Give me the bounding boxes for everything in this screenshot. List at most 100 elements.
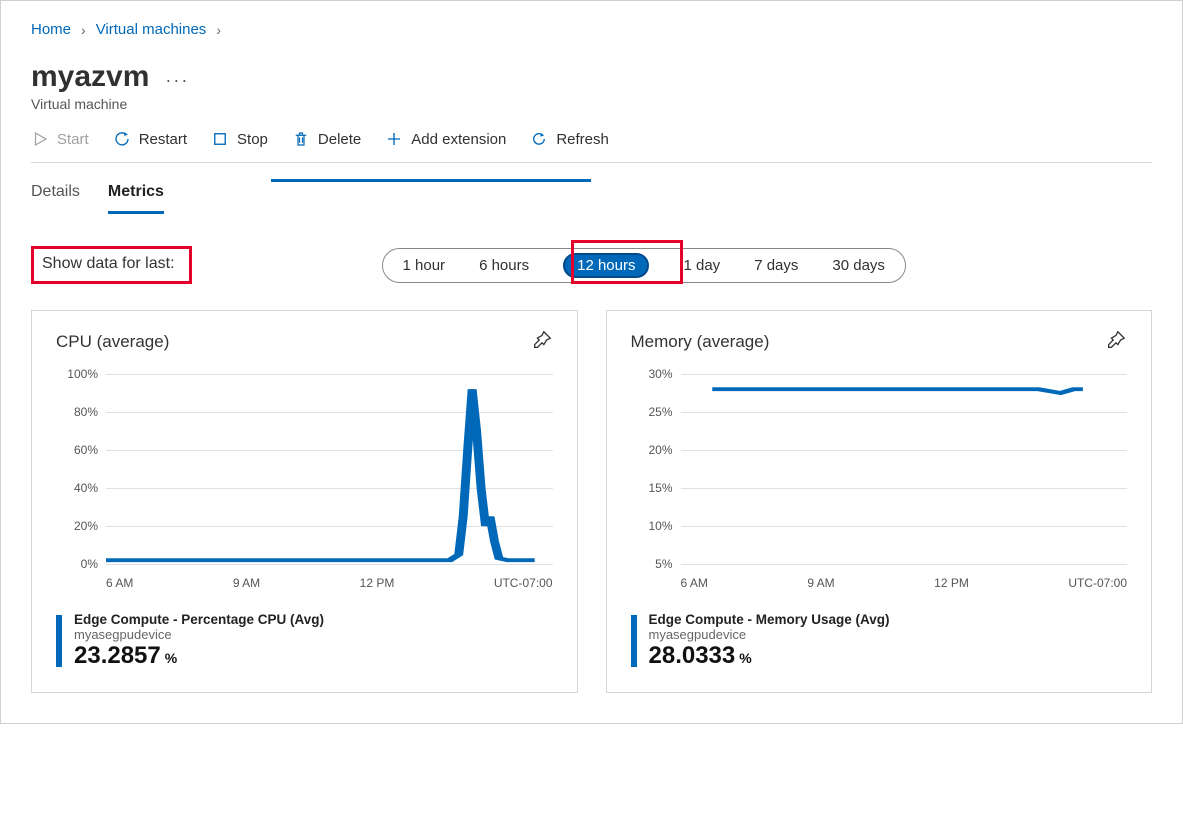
metric-name: Edge Compute - Memory Usage (Avg) bbox=[649, 612, 890, 627]
x-tick-label: 12 PM bbox=[360, 576, 395, 590]
gridline bbox=[106, 564, 553, 565]
y-tick-label: 30% bbox=[648, 367, 672, 381]
metric-footer: Edge Compute - Memory Usage (Avg) myaseg… bbox=[631, 612, 1128, 670]
stop-label: Stop bbox=[237, 131, 268, 148]
plot-area bbox=[681, 374, 1128, 564]
x-tick-label: UTC-07:00 bbox=[1068, 576, 1127, 590]
plus-icon bbox=[385, 130, 403, 148]
x-axis-labels: 6 AM 9 AM 12 PM UTC-07:00 bbox=[681, 576, 1128, 590]
time-range-selector: 1 hour 6 hours 12 hours 1 day 7 days 30 … bbox=[382, 248, 906, 283]
page-title: myazvm bbox=[31, 60, 149, 94]
breadcrumb-home[interactable]: Home bbox=[31, 21, 71, 38]
start-button: Start bbox=[31, 130, 89, 148]
chevron-right-icon: › bbox=[81, 22, 86, 38]
restart-icon bbox=[113, 130, 131, 148]
y-tick-label: 40% bbox=[74, 481, 98, 495]
metric-value: 23.2857 bbox=[74, 642, 161, 670]
time-opt-1h[interactable]: 1 hour bbox=[403, 257, 446, 274]
tab-indicator bbox=[271, 179, 591, 182]
y-tick-label: 15% bbox=[648, 481, 672, 495]
stop-button[interactable]: Stop bbox=[211, 130, 268, 148]
pin-icon bbox=[531, 329, 553, 351]
line-series bbox=[106, 374, 553, 564]
time-opt-7d[interactable]: 7 days bbox=[754, 257, 798, 274]
metric-texts: Edge Compute - Percentage CPU (Avg) myas… bbox=[74, 612, 324, 670]
x-tick-label: 12 PM bbox=[934, 576, 969, 590]
highlight-box-selected bbox=[571, 240, 683, 284]
time-range-row: Show data for last: 1 hour 6 hours 12 ho… bbox=[31, 246, 1152, 284]
y-tick-label: 5% bbox=[655, 557, 672, 571]
pin-button[interactable] bbox=[1105, 329, 1127, 354]
highlight-box-label: Show data for last: bbox=[31, 246, 192, 284]
x-tick-label: 6 AM bbox=[106, 576, 133, 590]
page-root: Home › Virtual machines › myazvm ··· Vir… bbox=[0, 0, 1183, 724]
refresh-label: Refresh bbox=[556, 131, 609, 148]
chart-card-memory: Memory (average) 5% 10% 15% 20% 25% 30% 6 AM 9… bbox=[606, 310, 1153, 693]
chart-grid: CPU (average) 0% 20% 40% 60% 80% 100% 6 AM 9 A… bbox=[31, 310, 1152, 693]
metric-texts: Edge Compute - Memory Usage (Avg) myaseg… bbox=[649, 612, 890, 670]
y-tick-label: 20% bbox=[648, 443, 672, 457]
pin-icon bbox=[1105, 329, 1127, 351]
delete-button[interactable]: Delete bbox=[292, 130, 361, 148]
add-extension-label: Add extension bbox=[411, 131, 506, 148]
restart-button[interactable]: Restart bbox=[113, 130, 187, 148]
refresh-button[interactable]: Refresh bbox=[530, 130, 609, 148]
metric-name: Edge Compute - Percentage CPU (Avg) bbox=[74, 612, 324, 627]
delete-icon bbox=[292, 130, 310, 148]
y-axis-labels: 0%20%40%60%80%100% bbox=[56, 374, 102, 564]
chart-title: CPU (average) bbox=[56, 332, 169, 352]
y-tick-label: 100% bbox=[67, 367, 98, 381]
title-row: myazvm ··· bbox=[31, 60, 1152, 94]
tab-details[interactable]: Details bbox=[31, 177, 80, 214]
x-tick-label: 6 AM bbox=[681, 576, 708, 590]
more-icon[interactable]: ··· bbox=[165, 70, 189, 91]
chart-header: CPU (average) bbox=[56, 329, 553, 354]
stop-icon bbox=[211, 130, 229, 148]
time-opt-30d[interactable]: 30 days bbox=[832, 257, 885, 274]
metric-value: 28.0333 bbox=[649, 642, 736, 670]
time-range-label: Show data for last: bbox=[42, 255, 175, 272]
chart-body-cpu: 0%20%40%60%80%100% 6 AM9 AM12 PMUTC-07:0… bbox=[56, 374, 553, 594]
delete-label: Delete bbox=[318, 131, 361, 148]
time-opt-1d[interactable]: 1 day bbox=[683, 257, 720, 274]
x-tick-label: 9 AM bbox=[233, 576, 260, 590]
y-axis-labels: 5%10%15%20%25%30% bbox=[631, 374, 677, 564]
pin-button[interactable] bbox=[531, 329, 553, 354]
add-extension-button[interactable]: Add extension bbox=[385, 130, 506, 148]
command-bar: Start Restart Stop Delete Add extension … bbox=[31, 130, 1152, 163]
y-tick-label: 10% bbox=[648, 519, 672, 533]
metric-footer: Edge Compute - Percentage CPU (Avg) myas… bbox=[56, 612, 553, 670]
breadcrumb-vms[interactable]: Virtual machines bbox=[96, 21, 207, 38]
metric-resource: myasegpudevice bbox=[74, 627, 324, 642]
metric-unit: % bbox=[165, 650, 177, 666]
x-axis-labels: 6 AM 9 AM 12 PM UTC-07:00 bbox=[106, 576, 553, 590]
play-icon bbox=[31, 130, 49, 148]
chart-header: Memory (average) bbox=[631, 329, 1128, 354]
series-color-bar bbox=[56, 615, 62, 667]
metric-unit: % bbox=[739, 650, 751, 666]
tabs: Details Metrics bbox=[31, 177, 1152, 214]
x-tick-label: 9 AM bbox=[807, 576, 834, 590]
y-tick-label: 60% bbox=[74, 443, 98, 457]
chevron-right-icon: › bbox=[216, 22, 221, 38]
metric-resource: myasegpudevice bbox=[649, 627, 890, 642]
series-color-bar bbox=[631, 615, 637, 667]
y-tick-label: 0% bbox=[81, 557, 98, 571]
refresh-icon bbox=[530, 130, 548, 148]
gridline bbox=[681, 564, 1128, 565]
y-tick-label: 25% bbox=[648, 405, 672, 419]
x-tick-label: UTC-07:00 bbox=[494, 576, 553, 590]
tab-metrics[interactable]: Metrics bbox=[108, 177, 164, 214]
start-label: Start bbox=[57, 131, 89, 148]
y-tick-label: 20% bbox=[74, 519, 98, 533]
y-tick-label: 80% bbox=[74, 405, 98, 419]
plot-area bbox=[106, 374, 553, 564]
chart-title: Memory (average) bbox=[631, 332, 770, 352]
chart-body-memory: 5%10%15%20%25%30% 6 AM9 AM12 PMUTC-07:00 bbox=[631, 374, 1128, 594]
line-series bbox=[681, 374, 1128, 564]
page-subtitle: Virtual machine bbox=[31, 96, 1152, 112]
chart-card-cpu: CPU (average) 0% 20% 40% 60% 80% 100% 6 AM 9 A… bbox=[31, 310, 578, 693]
time-opt-6h[interactable]: 6 hours bbox=[479, 257, 529, 274]
breadcrumb: Home › Virtual machines › bbox=[31, 21, 1152, 38]
restart-label: Restart bbox=[139, 131, 187, 148]
